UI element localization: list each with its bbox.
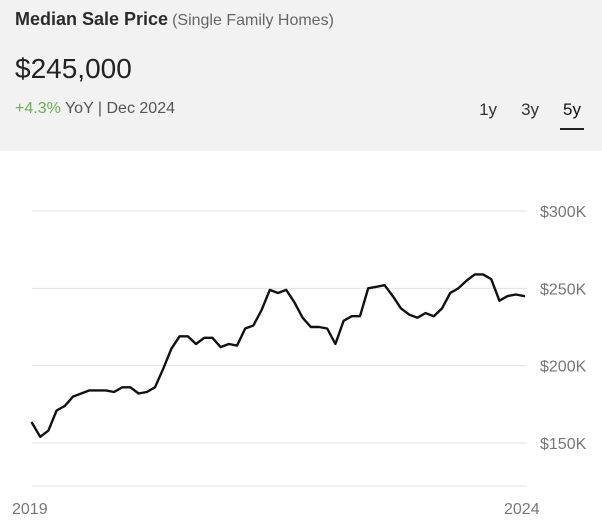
chart-header: Median Sale Price (Single Family Homes) $…	[0, 0, 602, 151]
y-tick-label: $150K	[540, 436, 587, 453]
yoy-change: +4.3%	[15, 100, 61, 117]
y-tick-label: $300K	[540, 204, 587, 221]
price-line-chart: $150K $200K $250K $300K 2019 2024	[12, 204, 587, 518]
median-price-value: $245,000	[15, 53, 132, 84]
title-row: Median Sale Price (Single Family Homes)	[15, 9, 334, 30]
x-tick-label: 2019	[12, 501, 48, 518]
tab-1y[interactable]: 1y	[479, 100, 498, 119]
tab-3y[interactable]: 3y	[521, 100, 540, 119]
time-range-tabs: 1y 3y 5y	[458, 100, 584, 130]
chart-subtitle: (Single Family Homes)	[172, 12, 334, 29]
y-tick-label: $200K	[540, 359, 587, 376]
tab-5y[interactable]: 5y	[560, 100, 584, 130]
chart-title: Median Sale Price	[15, 9, 169, 29]
change-row: +4.3% YoY | Dec 2024	[15, 100, 175, 118]
median-price-series-line	[30, 273, 526, 438]
x-tick-label: 2024	[504, 501, 540, 518]
yoy-label: YoY | Dec 2024	[60, 100, 175, 117]
y-tick-label: $250K	[540, 281, 587, 298]
